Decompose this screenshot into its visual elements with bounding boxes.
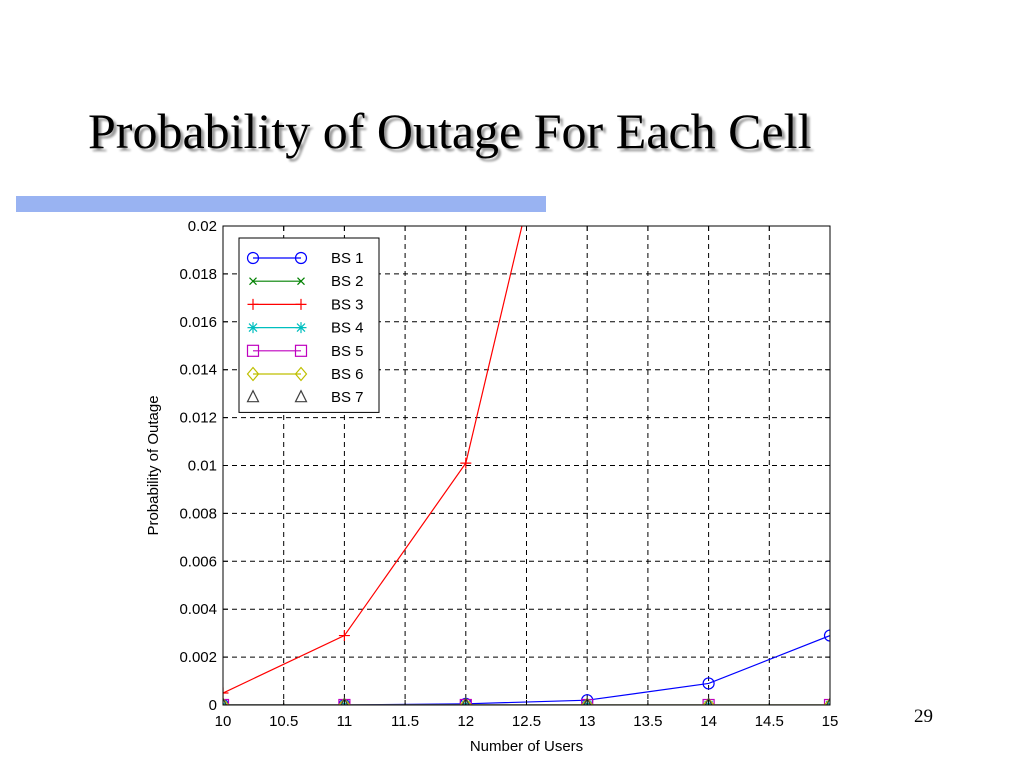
x-tick-label: 11.5 xyxy=(391,713,419,730)
circle-marker xyxy=(702,677,715,690)
diamond-marker xyxy=(459,697,473,705)
slide-title: Probability of Outage For Each Cell xyxy=(88,103,812,159)
legend-label: BS 4 xyxy=(331,320,364,337)
y-tick-label: 0.014 xyxy=(179,362,217,379)
diamond-marker xyxy=(702,697,715,705)
y-tick-label: 0 xyxy=(209,697,217,714)
series-bs-6 xyxy=(223,697,830,705)
diamond-marker xyxy=(294,366,308,382)
square-marker xyxy=(246,344,260,357)
x-tick-label: 12.5 xyxy=(512,713,541,730)
circle-marker xyxy=(246,251,260,265)
x-marker xyxy=(297,277,305,286)
legend-label: BS 6 xyxy=(331,366,364,383)
circle-marker xyxy=(294,251,308,265)
x-tick-label: 12 xyxy=(457,713,474,730)
plus-marker xyxy=(460,457,472,469)
x-tick-label: 14.5 xyxy=(755,713,784,730)
x-tick-label: 14 xyxy=(700,713,717,730)
series-bs-3 xyxy=(223,226,523,699)
triangle-marker xyxy=(294,389,308,403)
diamond-marker xyxy=(338,697,351,705)
legend-item: BS 7 xyxy=(246,389,364,406)
legend-item: BS 3 xyxy=(247,296,364,313)
y-tick-label: 0.018 xyxy=(179,266,217,283)
x-tick-label: 13.5 xyxy=(633,713,662,730)
y-tick-label: 0.004 xyxy=(179,601,217,618)
x-tick-label: 15 xyxy=(822,713,839,730)
x-tick-label: 11 xyxy=(337,713,353,730)
triangle-marker xyxy=(704,697,713,705)
x-tick-label: 13 xyxy=(579,713,596,730)
legend-item: BS 1 xyxy=(246,250,364,267)
legend-item: BS 6 xyxy=(246,366,364,383)
diamond-marker xyxy=(580,697,594,705)
y-tick-label: 0.01 xyxy=(188,458,217,475)
legend-label: BS 2 xyxy=(331,273,364,290)
square-marker xyxy=(294,344,308,357)
series-line xyxy=(223,226,523,694)
star-marker xyxy=(247,322,259,334)
plus-marker xyxy=(223,687,229,699)
legend-box xyxy=(238,237,380,413)
diamond-marker xyxy=(246,366,260,382)
tick-layer: 10 10.5 11 11.5 12 12.5 13 13.5 14 14.5 15 0 0.002 0.… xyxy=(179,218,838,730)
plus-marker xyxy=(247,298,259,310)
star-marker xyxy=(295,322,307,334)
y-tick-label: 0.02 xyxy=(188,218,217,235)
triangle-marker xyxy=(246,389,260,403)
legend-item: BS 2 xyxy=(249,273,364,290)
x-axis-label: Number of Users xyxy=(470,738,583,755)
legend-item: BS 4 xyxy=(247,320,364,337)
x-marker xyxy=(249,277,257,286)
title-accent-bar xyxy=(16,196,546,212)
y-tick-label: 0.012 xyxy=(179,410,217,427)
plus-marker xyxy=(295,298,307,310)
plus-marker xyxy=(338,630,350,642)
series-bs-7 xyxy=(223,697,830,705)
triangle-marker xyxy=(340,697,349,705)
legend-item: BS 5 xyxy=(246,343,364,360)
y-tick-label: 0.016 xyxy=(179,314,217,331)
triangle-marker xyxy=(826,697,830,705)
diamond-marker xyxy=(823,697,830,705)
y-tick-label: 0.002 xyxy=(179,649,217,666)
y-axis-label: Probability of Outage xyxy=(145,395,162,535)
diamond-marker xyxy=(223,697,230,705)
triangle-marker xyxy=(223,697,227,705)
y-tick-label: 0.006 xyxy=(179,553,217,570)
chart-legend: BS 1 BS 2 BS 3 BS 4 BS 5 BS 6 BS 7 xyxy=(238,237,380,413)
legend-label: BS 3 xyxy=(331,296,364,313)
triangle-marker xyxy=(461,697,470,705)
page-number: 29 xyxy=(914,706,933,727)
legend-label: BS 5 xyxy=(331,343,364,360)
legend-label: BS 1 xyxy=(331,250,364,267)
legend-label: BS 7 xyxy=(331,389,364,406)
triangle-marker xyxy=(583,697,592,705)
y-tick-label: 0.008 xyxy=(179,505,217,522)
x-tick-label: 10.5 xyxy=(269,713,298,730)
circle-marker xyxy=(823,629,830,642)
x-tick-label: 10 xyxy=(215,713,232,730)
